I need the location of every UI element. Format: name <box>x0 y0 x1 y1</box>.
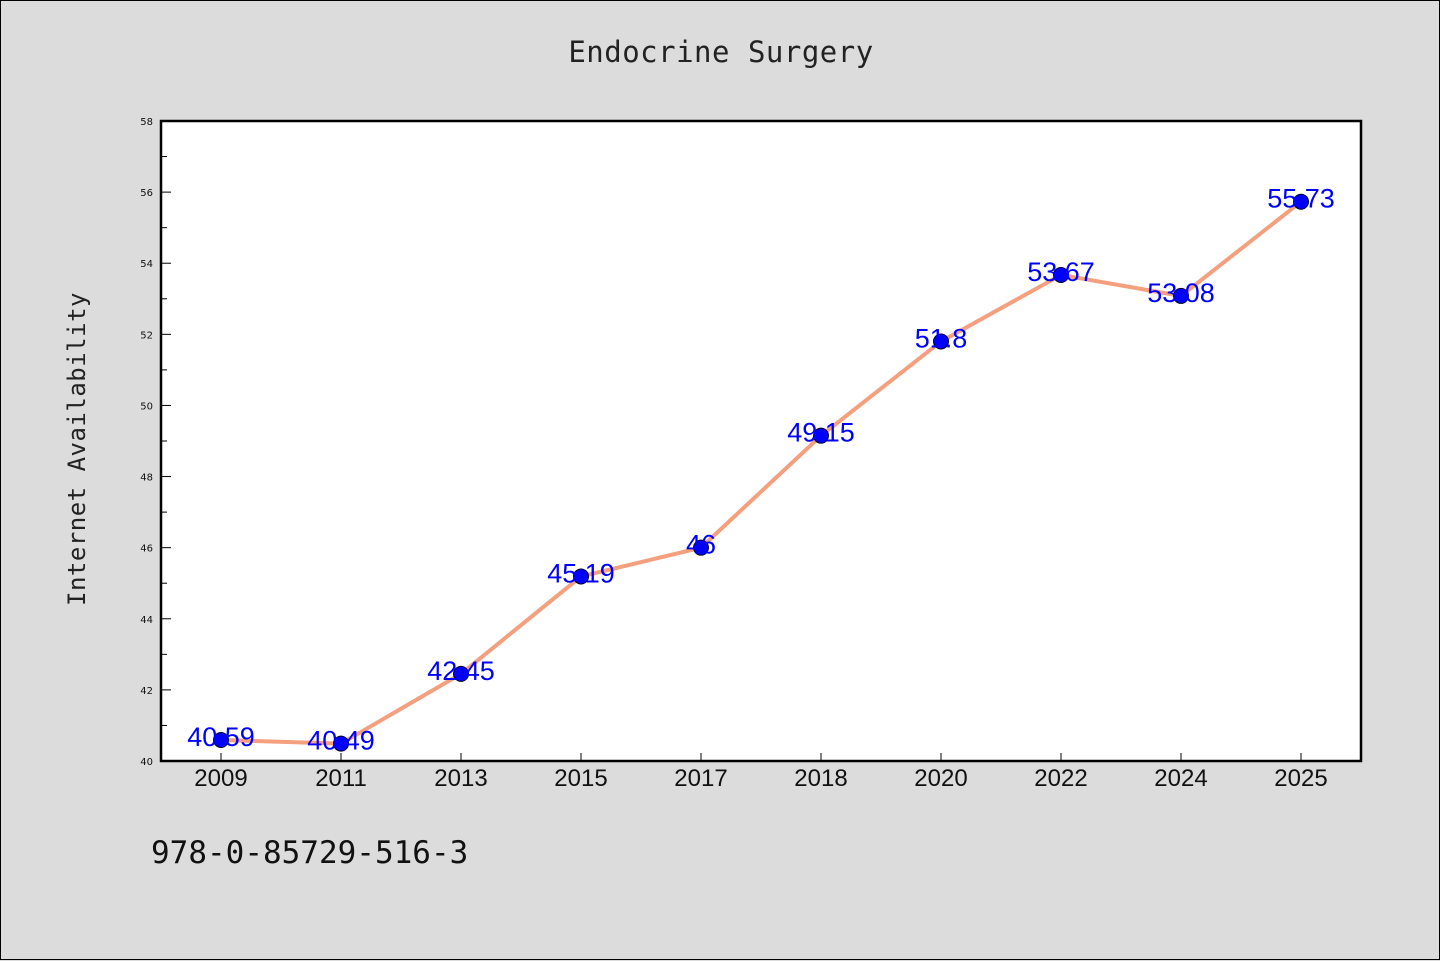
y-tick-label: 58 <box>140 117 153 128</box>
data-label: 45.19 <box>547 558 615 588</box>
x-tick-label: 2017 <box>674 765 727 792</box>
data-label: 46 <box>686 530 716 560</box>
data-label: 53.67 <box>1027 257 1095 287</box>
footer-code: 978-0-85729-516-3 <box>151 835 469 871</box>
y-tick-label: 48 <box>140 473 153 484</box>
y-tick-label: 46 <box>140 544 153 555</box>
data-label: 49.15 <box>787 418 855 448</box>
y-tick-label: 54 <box>140 259 153 270</box>
data-point <box>1053 266 1069 283</box>
x-tick-label: 2022 <box>1034 765 1087 792</box>
y-tick-label: 44 <box>140 615 153 626</box>
y-tick-label: 56 <box>140 188 153 199</box>
data-point <box>693 539 709 556</box>
data-label: 55.73 <box>1267 184 1335 214</box>
data-label: 42.45 <box>427 656 495 686</box>
x-tick-label: 2011 <box>315 765 367 792</box>
data-point <box>813 427 829 444</box>
data-label: 40.59 <box>187 722 255 752</box>
x-tick-label: 2025 <box>1274 765 1327 792</box>
x-tick-label: 2020 <box>914 765 967 792</box>
x-tick-label: 2015 <box>554 765 607 792</box>
chart-title: Endocrine Surgery <box>568 35 874 69</box>
y-tick-label: 40 <box>140 757 153 768</box>
x-tick-label: 2024 <box>1154 765 1207 792</box>
data-label: 40.49 <box>307 726 375 756</box>
data-point <box>1173 287 1189 304</box>
x-tick-label: 2009 <box>194 765 247 792</box>
data-point <box>573 568 589 585</box>
series-line <box>219 199 1303 746</box>
x-tick-label: 2018 <box>794 765 847 792</box>
y-tick-label: 52 <box>140 330 153 341</box>
y-tick-label: 42 <box>140 686 153 697</box>
data-label: 51.8 <box>915 323 968 353</box>
x-tick-label: 2013 <box>434 765 487 792</box>
data-point <box>333 735 349 752</box>
data-point <box>933 333 949 350</box>
plot-frame <box>159 119 1363 763</box>
plot-area <box>161 121 1361 761</box>
data-label: 53.08 <box>1147 278 1215 308</box>
data-point <box>1293 193 1309 210</box>
y-tick-label: 50 <box>140 401 153 412</box>
data-point <box>453 665 469 682</box>
data-point <box>213 732 229 749</box>
